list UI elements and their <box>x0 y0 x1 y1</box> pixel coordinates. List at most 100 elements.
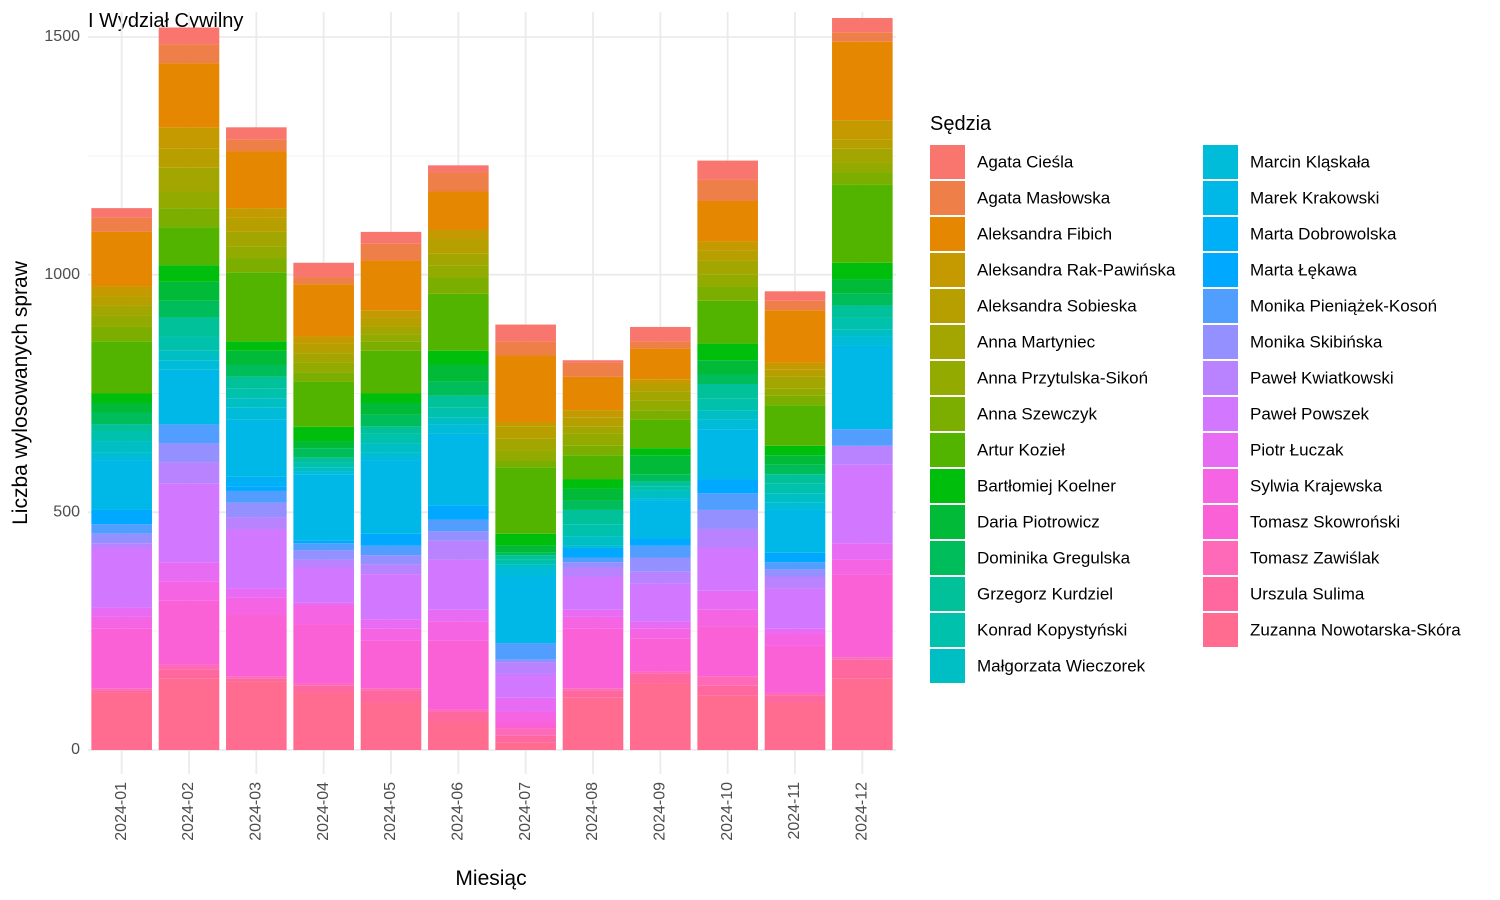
bar-segment: Aleksandra Sobieska 2024-04: 20 <box>293 343 354 354</box>
legend-item: Marcin Kląskała <box>1203 145 1371 179</box>
bar-segment: Sylwia Krajewska 2024-04: 40 <box>293 605 354 625</box>
bar-segment: Bartłomiej Koelner 2024-08: 20 <box>562 479 624 489</box>
legend-key <box>930 433 965 467</box>
bar-segment: Marta Łękawa 2024-09: 15 <box>630 538 691 546</box>
bar-segment: Anna Przytulska-Sikoń 2024-08: 25 <box>562 433 624 446</box>
bar-segment: Marta Łękawa 2024-06: 30 <box>428 505 489 520</box>
bar-segment: Artur Kozieł 2024-06: 120 <box>428 293 489 351</box>
legend-label: Aleksandra Rak-Pawińska <box>977 260 1176 279</box>
bar-segment: Monika Skibińska 2024-01: 20 <box>91 533 152 544</box>
legend-item: Piotr Łuczak <box>1203 433 1344 467</box>
bar-segment: Daria Piotrowicz 2024-06: 35 <box>428 364 489 382</box>
bar-segment: Anna Przytulska-Sikoń 2024-04: 20 <box>293 362 354 373</box>
bar-segment: Monika Pieniążek-Kosoń 2024-01: 20 <box>91 524 152 534</box>
bar-segment: Paweł Powszek 2024-01: 125 <box>91 547 152 608</box>
legend-item: Sylwia Krajewska <box>1203 469 1383 503</box>
bar-segment: Zuzanna Nowotarska-Skóra 2024-08: 110 <box>562 697 624 750</box>
legend-key <box>930 217 965 251</box>
bar-segment: Agata Cieśla 2024-10: 40 <box>697 160 758 180</box>
legend-item: Konrad Kopystyński <box>930 613 1127 647</box>
bar-segment: Agata Masłowska 2024-10: 45 <box>697 179 758 201</box>
bar-segment: Aleksandra Rak-Pawińska 2024-10: 20 <box>697 241 758 251</box>
bars: Zuzanna Nowotarska-Skóra 2024-01: 120Urs… <box>91 17 893 750</box>
bar-segment: Agata Masłowska 2024-04: 15 <box>293 277 354 285</box>
bar-segment: Aleksandra Rak-Pawińska 2024-04: 15 <box>293 336 354 344</box>
bar-segment: Anna Przytulska-Sikoń 2024-09: 20 <box>630 400 691 411</box>
legend-label: Marta Dobrowolska <box>1250 224 1397 243</box>
bar-segment: Dominika Gregulska 2024-08: 20 <box>562 500 624 510</box>
legend-label: Marek Krakowski <box>1250 188 1379 207</box>
legend-label: Sylwia Krajewska <box>1250 476 1383 495</box>
legend-label: Tomasz Zawiślak <box>1250 548 1380 567</box>
bar-segment: Bartłomiej Koelner 2024-09: 15 <box>630 448 691 456</box>
bar-segment: Piotr Łuczak 2024-04: 5 <box>293 602 354 606</box>
bar-segment: Paweł Kwiatkowski 2024-05: 20 <box>360 564 422 575</box>
bar-segment: Daria Piotrowicz 2024-08: 25 <box>562 488 624 501</box>
legend-label: Marta Łękawa <box>1250 260 1357 279</box>
bar-segment: Marta Łękawa 2024-05: 25 <box>360 533 422 546</box>
bar-segment: Anna Martyniec 2024-11: 25 <box>764 376 826 389</box>
legend-item: Małgorzata Wieczorek <box>930 649 1146 683</box>
x-tick-label: 2024-12 <box>854 782 871 841</box>
bar-segment: Monika Pieniążek-Kosoń 2024-04: 15 <box>293 543 354 551</box>
bar-segment: Piotr Łuczak 2024-07: 30 <box>495 697 556 712</box>
bar-segment: Paweł Powszek 2024-08: 70 <box>562 576 624 610</box>
bar-segment: Paweł Kwiatkowski 2024-01: 10 <box>91 543 152 548</box>
bar-segment: Piotr Łuczak 2024-05: 20 <box>360 619 422 629</box>
bar-segment: Urszula Sulima 2024-01: 5 <box>91 690 152 693</box>
bar-segment: Sylwia Krajewska 2024-01: 25 <box>91 616 152 629</box>
bar-segment: Marek Krakowski 2024-07: 140 <box>495 576 556 644</box>
bar-segment: Grzegorz Kurdziel 2024-10: 30 <box>697 383 758 399</box>
bar-segment: Marcin Kląskała 2024-01: 15 <box>91 452 152 461</box>
bar-segment: Marek Krakowski 2024-06: 150 <box>428 433 489 506</box>
bar-segment: Marek Krakowski 2024-02: 115 <box>158 369 220 425</box>
bar-segment: Agata Masłowska 2024-12: 20 <box>832 32 893 42</box>
legend-item: Tomasz Skowroński <box>1203 505 1400 539</box>
bar-segment: Zuzanna Nowotarska-Skóra 2024-02: 150 <box>158 678 220 750</box>
bar-segment: Urszula Sulima 2024-04: 15 <box>293 685 354 693</box>
bar-segment: Anna Martyniec 2024-01: 20 <box>91 305 152 316</box>
bar-segment: Agata Cieśla 2024-01: 20 <box>91 208 152 218</box>
bar-segment: Zuzanna Nowotarska-Skóra 2024-07: 15 <box>495 742 556 750</box>
bar-segment: Marek Krakowski 2024-11: 90 <box>764 509 826 553</box>
bar-segment: Aleksandra Sobieska 2024-01: 20 <box>91 296 152 306</box>
bar-segment: Agata Masłowska 2024-02: 40 <box>158 44 220 64</box>
bar-segment: Konrad Kopystyński 2024-08: 25 <box>562 524 624 537</box>
bar-segment: Tomasz Zawiślak 2024-09: 5 <box>630 671 691 674</box>
bar-segment: Bartłomiej Koelner 2024-07: 25 <box>495 533 556 546</box>
bar-segment: Sylwia Krajewska 2024-09: 20 <box>630 628 691 639</box>
legend-key <box>930 325 965 359</box>
legend-key <box>1203 613 1238 647</box>
x-tick-label: 2024-09 <box>652 782 669 841</box>
legend-item: Monika Pieniążek-Kosoń <box>1203 289 1437 323</box>
bar-segment: Anna Przytulska-Sikoń 2024-12: 20 <box>832 162 893 173</box>
legend-key <box>930 253 965 287</box>
bar-segment: Agata Cieśla 2024-12: 30 <box>832 17 893 33</box>
bar-segment: Marcin Kląskała 2024-11: 15 <box>764 502 826 510</box>
bar-segment: Aleksandra Rak-Pawińska 2024-02: 45 <box>158 127 220 149</box>
bar-segment: Marek Krakowski 2024-04: 140 <box>293 474 354 541</box>
bar-segment: Konrad Kopystyński 2024-01: 20 <box>91 431 152 442</box>
legend-key <box>1203 469 1238 503</box>
bar-segment: Paweł Kwiatkowski 2024-06: 40 <box>428 540 489 560</box>
legend-item: Aleksandra Rak-Pawińska <box>930 253 1176 287</box>
legend-item: Grzegorz Kurdziel <box>930 577 1113 611</box>
bar-segment: Zuzanna Nowotarska-Skóra 2024-11: 100 <box>764 702 826 750</box>
bar-segment: Aleksandra Fibich 2024-10: 85 <box>697 200 758 242</box>
y-tick-label: 1500 <box>44 28 80 45</box>
x-axis-title: Miesiąc <box>455 867 526 890</box>
legend-key <box>930 361 965 395</box>
bar-segment: Agata Masłowska 2024-03: 25 <box>226 139 287 152</box>
bar-segment: Agata Cieśla 2024-07: 35 <box>495 324 556 342</box>
bar-segment: Małgorzata Wieczorek 2024-12: 15 <box>832 329 893 337</box>
bar-segment: Marta Łękawa 2024-04: 5 <box>293 540 354 544</box>
bar-segment: Aleksandra Fibich 2024-01: 115 <box>91 231 152 287</box>
bar-segment: Grzegorz Kurdziel 2024-03: 25 <box>226 376 287 389</box>
bar-segment: Tomasz Skowroński 2024-05: 100 <box>360 640 422 689</box>
bar-segment: Zuzanna Nowotarska-Skóra 2024-05: 100 <box>360 702 422 750</box>
bar-segment: Tomasz Skowroński 2024-12: 175 <box>832 574 893 658</box>
bar-segment: Marek Krakowski 2024-01: 105 <box>91 460 152 510</box>
y-axis-title: Liczba wylosowanych spraw <box>9 260 32 525</box>
plot-area: Zuzanna Nowotarska-Skóra 2024-01: 120Urs… <box>44 12 896 841</box>
x-tick-label: 2024-07 <box>517 782 534 841</box>
